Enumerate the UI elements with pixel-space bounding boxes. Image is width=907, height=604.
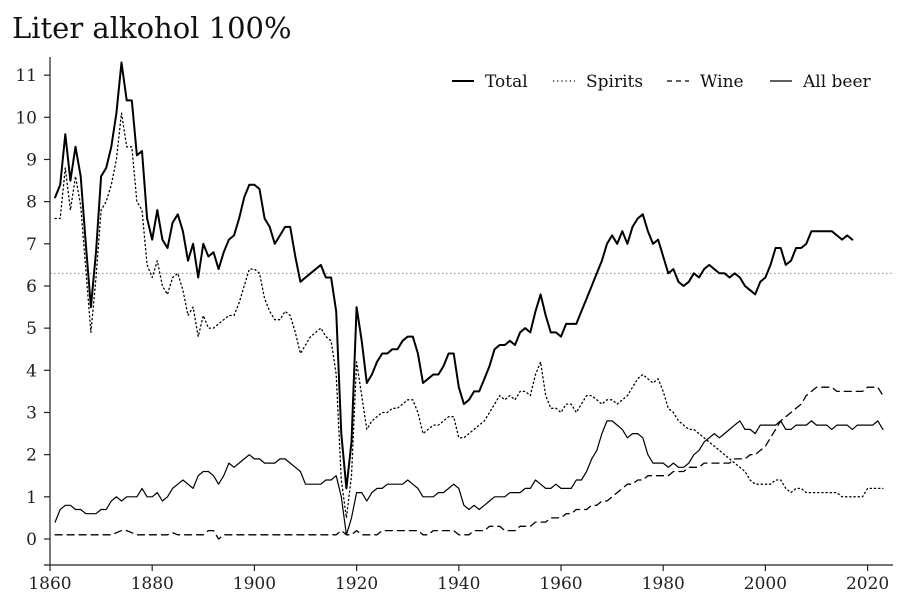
x-tick-label: 1880 [131,574,174,594]
legend: Total Spirits Wine All beer [452,72,872,92]
series-line-wine [54,386,884,540]
axes [44,57,893,566]
y-tick-label: 7 [26,235,37,255]
legend-label-wine: Wine [700,72,744,92]
x-axis-ticks: 1860 1880 1900 1920 1940 1960 1980 2000 2020 [28,565,889,594]
y-tick-label: 4 [26,361,37,381]
y-tick-label: 2 [26,446,37,466]
y-tick-label: 11 [15,66,37,86]
y-tick-label: 1 [26,488,37,508]
legend-label-all-beer: All beer [802,72,872,92]
series-line-all-beer [54,420,884,536]
x-tick-label: 1960 [539,574,582,594]
y-tick-label: 0 [26,530,37,550]
y-tick-label: 6 [26,277,37,297]
y-tick-label: 3 [26,403,37,423]
chart-title: Liter alkohol 100% [12,11,292,45]
y-tick-label: 9 [26,150,37,170]
y-axis-ticks: 0 1 2 3 4 5 6 7 8 9 10 11 [15,66,50,550]
x-tick-label: 1900 [233,574,276,594]
y-tick-label: 10 [15,108,37,128]
series-line-spirits [54,112,884,519]
series-line-total [54,61,854,490]
legend-label-spirits: Spirits [586,72,643,92]
x-tick-label: 2000 [744,574,787,594]
x-tick-label: 1860 [28,574,71,594]
legend-label-total: Total [485,72,528,92]
y-tick-label: 8 [26,193,37,213]
x-tick-label: 2020 [846,574,889,594]
x-tick-label: 1940 [437,574,480,594]
x-tick-label: 1920 [335,574,378,594]
y-tick-label: 5 [26,319,37,339]
series-layer [54,61,884,540]
x-tick-label: 1980 [642,574,685,594]
